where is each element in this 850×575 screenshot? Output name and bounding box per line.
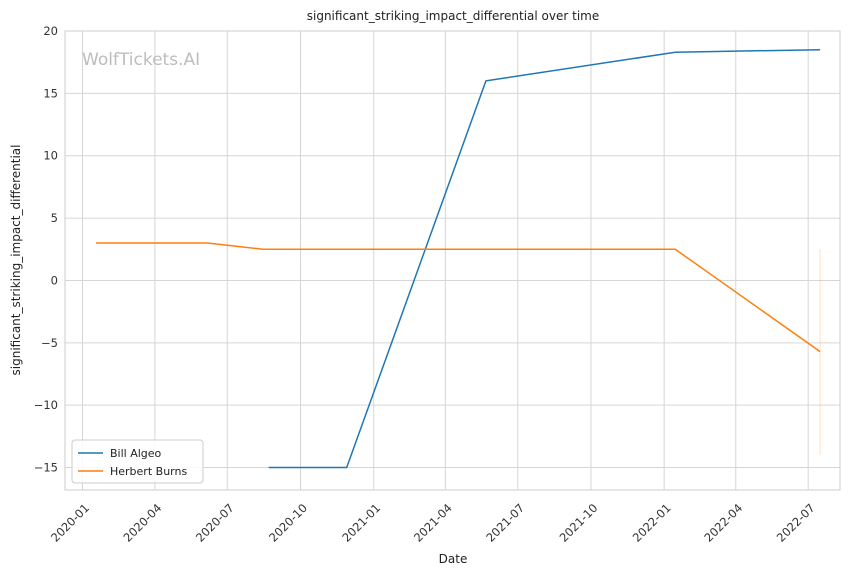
series-line-0 — [268, 48, 821, 469]
x-tick-label: 2021-10 — [557, 501, 601, 545]
legend-box — [71, 439, 204, 484]
y-tick-label: −5 — [41, 336, 58, 350]
x-tick-label: 2022-04 — [701, 501, 745, 545]
y-tick-label: −15 — [34, 461, 58, 475]
x-tick-label: 2022-01 — [630, 501, 674, 545]
y-tick-label: 20 — [43, 24, 58, 38]
y-tick-label: 10 — [43, 149, 58, 163]
x-tick-label: 2022-07 — [774, 501, 818, 545]
x-tick-label: 2021-07 — [483, 501, 527, 545]
legend: Bill Algeo Herbert Burns — [71, 439, 204, 484]
series-line-1 — [96, 242, 821, 353]
x-axis-label: Date — [439, 552, 468, 566]
y-axis: 20 15 10 5 0 −5 −10 −15 — [34, 24, 58, 475]
chart-title: significant_striking_impact_differential… — [307, 9, 599, 23]
series-layer — [96, 48, 821, 469]
y-axis-label: significant_striking_impact_differential — [9, 145, 23, 376]
x-tick-label: 2020-10 — [266, 501, 310, 545]
legend-entry: Bill Algeo — [110, 447, 162, 460]
x-tick-label: 2021-04 — [411, 501, 455, 545]
x-tick-label: 2020-01 — [48, 501, 92, 545]
legend-entry: Herbert Burns — [110, 465, 187, 478]
y-tick-label: −10 — [34, 398, 58, 412]
grid — [65, 30, 840, 490]
x-tick-label: 2020-04 — [121, 501, 165, 545]
y-tick-label: 5 — [51, 211, 58, 225]
x-axis: 2020-01 2020-04 2020-07 2020-10 2021-01 2021-… — [48, 501, 818, 545]
x-tick-label: 2021-01 — [339, 501, 383, 545]
plot-frame — [64, 30, 841, 491]
y-tick-label: 0 — [51, 273, 58, 287]
watermark-text: WolfTickets.AI — [82, 50, 200, 70]
x-tick-label: 2020-07 — [193, 501, 237, 545]
y-tick-label: 15 — [43, 86, 58, 100]
